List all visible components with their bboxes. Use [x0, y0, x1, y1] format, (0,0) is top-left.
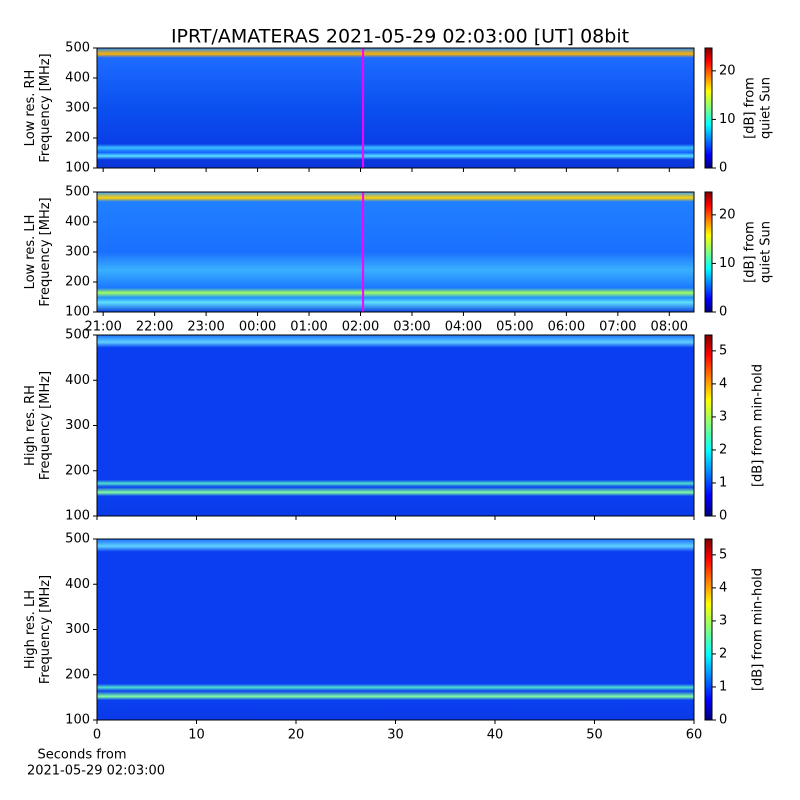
y-axis-label: High res. LH — [23, 590, 38, 669]
colorbar — [704, 47, 713, 169]
y-tick-label: 200 — [65, 131, 90, 146]
y-tick-label: 500 — [65, 185, 90, 200]
colorbar-tick-label: 0 — [719, 161, 727, 176]
x-tick-label: 40 — [487, 728, 504, 743]
y-tick-label: 200 — [65, 463, 90, 478]
colorbar-label: [dB] from — [743, 221, 758, 283]
x-tick-label: 22:00 — [136, 320, 173, 335]
colorbar-tick-label: 3 — [719, 613, 727, 628]
y-tick-label: 400 — [65, 373, 90, 388]
y-tick-label: 100 — [65, 509, 90, 524]
y-tick-label: 200 — [65, 275, 90, 290]
colorbar-label: quiet Sun — [759, 221, 774, 283]
colorbar-tick-label: 0 — [719, 509, 727, 524]
colorbar-tick-label: 20 — [719, 207, 736, 222]
y-axis-label: Frequency [MHz] — [38, 53, 53, 162]
x-tick-label: 08:00 — [651, 320, 688, 335]
x-tick-label: 60 — [686, 728, 703, 743]
colorbar — [704, 191, 713, 313]
colorbar-tick-label: 3 — [719, 409, 727, 424]
y-tick-label: 100 — [65, 713, 90, 728]
colorbar-tick-label: 0 — [719, 305, 727, 320]
y-tick-label: 500 — [65, 41, 90, 56]
x-tick-label: 05:00 — [496, 320, 533, 335]
colorbar — [704, 334, 713, 517]
colorbar-tick-label: 10 — [719, 112, 736, 127]
colorbar-tick-label: 5 — [719, 343, 727, 358]
y-tick-label: 400 — [65, 577, 90, 592]
x-tick-label: 06:00 — [548, 320, 585, 335]
colorbar-tick-label: 20 — [719, 63, 736, 78]
x-axis-label: Seconds from — [37, 748, 126, 763]
colorbar-tick-label: 4 — [719, 580, 727, 595]
y-tick-label: 100 — [65, 305, 90, 320]
x-tick-label: 21:00 — [84, 320, 121, 335]
chart-title: IPRT/AMATERAS 2021-05-29 02:03:00 [UT] 0… — [171, 26, 629, 48]
colorbar-tick-label: 2 — [719, 442, 727, 457]
colorbar-tick-label: 2 — [719, 646, 727, 661]
x-tick-label: 23:00 — [187, 320, 224, 335]
x-tick-label: 07:00 — [599, 320, 636, 335]
spectrogram-image — [97, 539, 694, 720]
y-tick-label: 500 — [65, 532, 90, 547]
x-tick-label: 04:00 — [445, 320, 482, 335]
x-axis-label: 2021-05-29 02:03:00 — [27, 764, 165, 779]
x-tick-label: 0 — [93, 728, 101, 743]
colorbar-tick-label: 0 — [719, 713, 727, 728]
y-tick-label: 300 — [65, 418, 90, 433]
y-axis-label: High res. RH — [23, 385, 38, 466]
x-tick-label: 00:00 — [239, 320, 276, 335]
x-tick-label: 01:00 — [290, 320, 327, 335]
y-tick-label: 100 — [65, 161, 90, 176]
y-tick-label: 300 — [65, 245, 90, 260]
colorbar-label: [dB] from min-hold — [751, 364, 766, 487]
y-tick-label: 200 — [65, 667, 90, 682]
colorbar-label: quiet Sun — [759, 77, 774, 139]
y-axis-label: Frequency [MHz] — [38, 575, 53, 684]
y-axis-label: Frequency [MHz] — [38, 197, 53, 306]
y-axis-label: Low res. RH — [23, 70, 38, 147]
colorbar-label: [dB] from min-hold — [751, 568, 766, 691]
x-tick-label: 20 — [288, 728, 305, 743]
colorbar-tick-label: 5 — [719, 547, 727, 562]
y-axis-label: Low res. LH — [23, 215, 38, 290]
y-tick-label: 300 — [65, 622, 90, 637]
y-tick-label: 400 — [65, 71, 90, 86]
x-tick-label: 50 — [586, 728, 603, 743]
colorbar — [704, 538, 713, 721]
colorbar-tick-label: 4 — [719, 376, 727, 391]
x-tick-label: 03:00 — [393, 320, 430, 335]
x-tick-label: 10 — [188, 728, 205, 743]
colorbar-label: [dB] from — [743, 77, 758, 139]
spectrogram-image — [97, 335, 694, 516]
colorbar-tick-label: 10 — [719, 256, 736, 271]
spectrogram-image — [97, 192, 694, 312]
x-tick-label: 30 — [387, 728, 404, 743]
x-tick-label: 02:00 — [342, 320, 379, 335]
colorbar-tick-label: 1 — [719, 475, 727, 490]
y-tick-label: 400 — [65, 215, 90, 230]
colorbar-tick-label: 1 — [719, 679, 727, 694]
y-tick-label: 500 — [65, 328, 90, 343]
y-tick-label: 300 — [65, 101, 90, 116]
y-axis-label: Frequency [MHz] — [38, 371, 53, 480]
spectrogram-image — [97, 48, 694, 168]
